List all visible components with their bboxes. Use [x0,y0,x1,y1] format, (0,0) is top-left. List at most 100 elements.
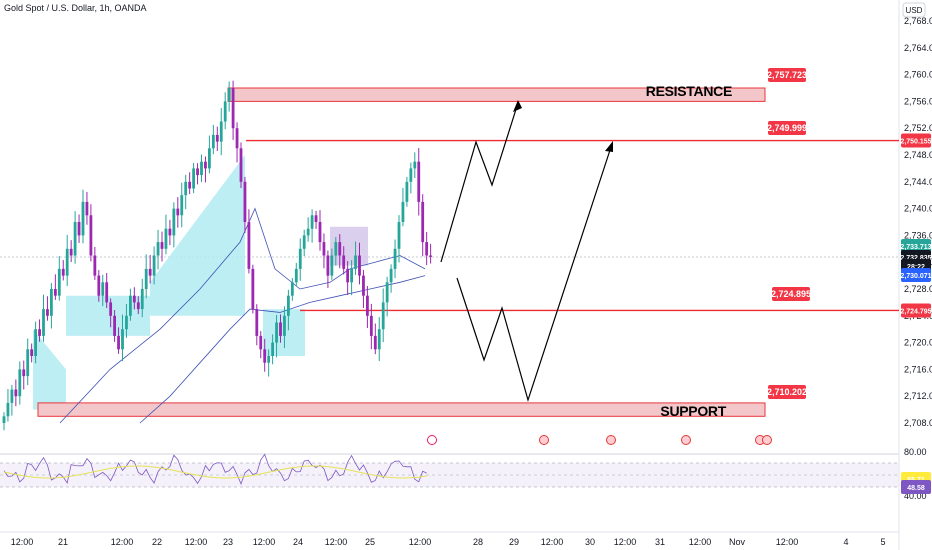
candle[interactable] [255,309,259,336]
time-axis[interactable]: 12:00 21 12:00 22 12:00 23 12:00 24 12:00 25 12:00… [11,537,886,547]
candle[interactable] [117,335,120,350]
candle[interactable] [318,222,322,243]
candle[interactable] [184,181,188,196]
candle[interactable] [204,161,207,169]
candle[interactable] [85,201,89,216]
candle[interactable] [275,322,278,343]
candle[interactable] [290,282,294,296]
candle[interactable] [164,228,168,249]
candle[interactable] [73,222,77,256]
candle[interactable] [109,302,113,316]
candle[interactable] [401,201,405,222]
candle[interactable] [129,295,132,316]
candle[interactable] [77,222,81,236]
candle[interactable] [429,255,432,257]
candle[interactable] [22,369,26,377]
candle[interactable] [113,315,116,336]
candle[interactable] [172,208,176,236]
candle[interactable] [413,161,417,169]
candle[interactable] [306,228,310,236]
candle[interactable] [152,255,156,276]
candle[interactable] [271,342,274,356]
candle[interactable] [10,389,14,403]
candle[interactable] [105,282,109,303]
candle[interactable] [160,242,164,249]
candle[interactable] [34,329,37,356]
candles-layer[interactable] [2,80,432,431]
candle[interactable] [132,295,136,303]
candle[interactable] [69,248,73,256]
candle[interactable] [251,268,255,310]
economic-event-flag-icon[interactable] [539,435,549,445]
candle[interactable] [369,315,373,336]
candle[interactable] [425,242,429,256]
candle[interactable] [125,315,128,330]
candle[interactable] [421,201,425,243]
candle[interactable] [156,242,160,256]
candle[interactable] [219,121,223,142]
candle[interactable] [215,134,219,142]
candle[interactable] [377,329,381,350]
candle[interactable] [267,356,271,363]
candle[interactable] [180,195,184,216]
candle[interactable] [6,402,10,417]
candle[interactable] [176,208,180,216]
economic-event-flag-icon[interactable] [606,435,616,445]
candle[interactable] [61,268,65,276]
candle[interactable] [97,275,101,296]
candle[interactable] [405,181,409,202]
candle[interactable] [93,255,97,276]
currency-button[interactable] [902,2,926,18]
candle[interactable] [342,255,346,269]
candle[interactable] [196,168,199,176]
candle[interactable] [50,289,53,316]
economic-event-flag-icon[interactable] [762,435,772,445]
candle[interactable] [42,309,45,336]
support-zone[interactable] [37,402,766,417]
candle[interactable] [373,335,377,350]
candle[interactable] [211,134,215,149]
candle[interactable] [417,161,421,202]
candle[interactable] [235,128,239,149]
economic-event-flag-icon[interactable] [681,435,691,445]
candle[interactable] [239,148,243,182]
candle[interactable] [310,215,314,229]
event-lightning-icon[interactable] [427,435,437,445]
candle[interactable] [294,268,298,283]
candle[interactable] [338,242,342,256]
candle[interactable] [140,289,144,310]
candle[interactable] [389,268,393,283]
bearish-projection-path[interactable] [456,143,613,403]
candle[interactable] [247,222,251,269]
candle[interactable] [302,235,306,249]
candle[interactable] [243,181,247,222]
candle[interactable] [350,268,353,283]
events-layer[interactable] [427,435,772,445]
candle[interactable] [393,248,397,269]
candle[interactable] [65,248,69,276]
candle[interactable] [223,101,227,122]
candle[interactable] [326,255,330,276]
candle[interactable] [346,268,350,283]
candle[interactable] [279,322,282,336]
candle[interactable] [192,168,195,189]
candle[interactable] [358,255,361,276]
candle[interactable] [101,282,105,296]
candle[interactable] [263,349,267,363]
candle[interactable] [89,215,93,256]
candle[interactable] [136,302,140,310]
candle[interactable] [334,242,338,256]
candle[interactable] [283,315,286,336]
candle[interactable] [298,248,302,269]
candle[interactable] [30,349,34,356]
candle[interactable] [2,416,6,423]
candle[interactable] [200,161,203,176]
candle[interactable] [330,255,334,276]
projection-arrows-layer[interactable] [440,100,613,403]
candle[interactable] [381,302,385,330]
candle[interactable] [362,275,365,296]
candle[interactable] [208,148,211,169]
candle[interactable] [314,215,318,222]
